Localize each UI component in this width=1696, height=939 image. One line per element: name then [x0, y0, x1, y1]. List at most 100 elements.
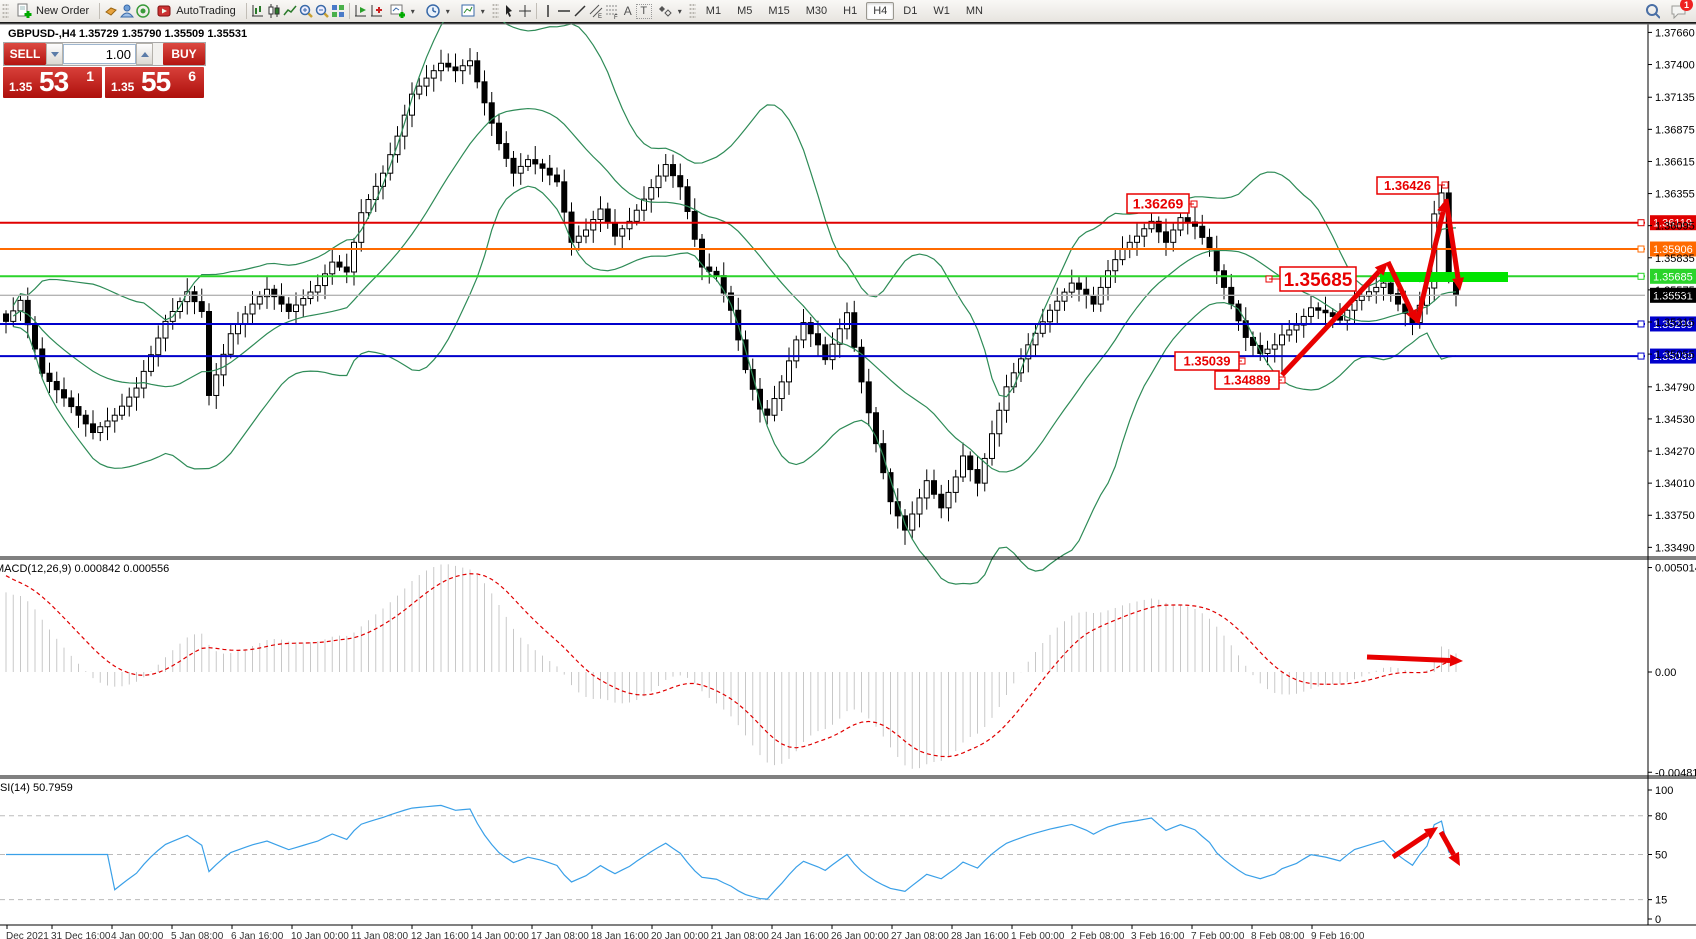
cursor-icon[interactable]	[501, 3, 517, 19]
toolbar-grip[interactable]	[688, 3, 696, 19]
svg-text:26 Jan 00:00: 26 Jan 00:00	[831, 931, 889, 939]
candlestick-mode-icon[interactable]	[266, 3, 282, 19]
price-axis: 1.37660 1.37400 1.37135 1.36875 1.36615 1.363…	[1647, 24, 1695, 925]
shapes-icon	[657, 3, 673, 19]
chart-canvas[interactable]: 1.361191.359061.356851.355311.352991.350…	[0, 22, 1696, 939]
svg-text:27 Jan 08:00: 27 Jan 08:00	[891, 931, 949, 939]
fibo-glyph: F	[614, 15, 618, 19]
svg-text:3 Feb 16:00: 3 Feb 16:00	[1131, 931, 1185, 939]
timeframe-M15[interactable]: M15	[768, 5, 790, 17]
new-order-button[interactable]: New Order	[11, 1, 96, 21]
svg-text:1.35575: 1.35575	[1655, 285, 1695, 297]
svg-text:10 Jan 00:00: 10 Jan 00:00	[291, 931, 349, 939]
svg-text:24 Jan 16:00: 24 Jan 16:00	[771, 931, 829, 939]
svg-text:1.37135: 1.37135	[1655, 92, 1695, 104]
sell-button[interactable]: SELL	[4, 43, 46, 65]
highlight-bar[interactable]	[1380, 272, 1508, 282]
template-icon	[460, 3, 476, 19]
svg-text:1.35685: 1.35685	[1284, 270, 1353, 291]
svg-text:5 Jan 08:00: 5 Jan 08:00	[171, 931, 224, 939]
zoom-out-icon[interactable]	[314, 3, 330, 19]
text-tool-icon[interactable]: A	[623, 4, 632, 18]
svg-text:15: 15	[1655, 895, 1667, 907]
svg-text:1.36426: 1.36426	[1384, 178, 1431, 193]
separator	[245, 3, 247, 19]
svg-text:Dec 2021: Dec 2021	[6, 931, 49, 939]
buy-button[interactable]: BUY	[163, 43, 205, 65]
autotrading-button[interactable]: AutoTrading	[151, 1, 243, 21]
sell-price-main: 53	[39, 66, 69, 97]
svg-text:14 Jan 00:00: 14 Jan 00:00	[471, 931, 529, 939]
bar-chart-mode-icon[interactable]	[250, 3, 266, 19]
separator	[348, 3, 350, 19]
analyst-icon[interactable]	[119, 3, 135, 19]
template-dropdown[interactable]: ▾	[455, 1, 490, 21]
tile-windows-icon[interactable]	[330, 3, 346, 19]
signal-icon[interactable]	[135, 3, 151, 19]
svg-text:1.35315: 1.35315	[1655, 317, 1695, 329]
market-icon[interactable]	[103, 3, 119, 19]
svg-text:1.35906: 1.35906	[1653, 244, 1693, 256]
svg-text:80: 80	[1655, 811, 1667, 823]
svg-text:2 Feb 08:00: 2 Feb 08:00	[1071, 931, 1125, 939]
drawn-arrows[interactable]	[1280, 198, 1464, 866]
candlesticks	[3, 48, 1459, 545]
svg-text:1.33750: 1.33750	[1655, 510, 1695, 522]
timeframe-D1[interactable]: D1	[903, 5, 918, 17]
svg-text:12 Jan 16:00: 12 Jan 16:00	[411, 931, 469, 939]
timeframe-H4[interactable]: H4	[866, 2, 895, 20]
shapes-dropdown[interactable]: ▾	[652, 1, 687, 21]
autotrading-icon	[156, 3, 172, 19]
volume-decrease-button[interactable]	[46, 43, 63, 65]
buy-price-main: 55	[141, 66, 171, 97]
price-levels[interactable]: 1.36119 1.35906 1.35685 1.35531 1.35299 1.350…	[0, 215, 1696, 364]
new-chart-dropdown[interactable]: ▾	[385, 1, 420, 21]
vertical-line-tool-icon[interactable]	[540, 3, 556, 19]
buy-price-display[interactable]: 1.35 55 6	[105, 66, 204, 98]
crosshair-icon[interactable]	[517, 3, 533, 19]
autotrading-label: AutoTrading	[176, 5, 236, 17]
toolbar-grip[interactable]	[491, 3, 499, 19]
sell-price-pip: 1	[86, 68, 94, 84]
channel-tool-icon[interactable]: E	[588, 3, 604, 19]
svg-text:1.35039: 1.35039	[1653, 351, 1693, 363]
time-axis: Dec 2021 31 Dec 16:00 4 Jan 00:00 5 Jan 08:…	[6, 925, 1365, 939]
text-label-tool-icon[interactable]: T	[635, 3, 652, 19]
svg-text:1.35531: 1.35531	[1653, 290, 1693, 302]
timeframe-MN[interactable]: MN	[965, 5, 983, 17]
horizontal-line-tool-icon[interactable]	[556, 3, 572, 19]
volume-increase-button[interactable]	[136, 43, 153, 65]
indicator-list-icon[interactable]	[353, 3, 369, 19]
notifications-icon[interactable]: 1	[1670, 0, 1693, 19]
timeframe-M1[interactable]: M1	[705, 5, 722, 17]
svg-text:6 Jan 16:00: 6 Jan 16:00	[231, 931, 284, 939]
timeframe-W1[interactable]: W1	[933, 5, 950, 17]
volume-input[interactable]	[63, 44, 136, 64]
trendline-tool-icon[interactable]	[572, 3, 588, 19]
chevron-down-icon: ▾	[677, 6, 682, 16]
search-icon[interactable]	[1644, 3, 1660, 19]
buy-price-prefix: 1.35	[111, 80, 135, 94]
notification-badge: 1	[1680, 0, 1693, 11]
sell-price-display[interactable]: 1.35 53 1	[3, 66, 102, 98]
separator	[535, 3, 537, 19]
svg-text:1.36615: 1.36615	[1655, 156, 1695, 168]
svg-text:1.34790: 1.34790	[1655, 382, 1695, 394]
svg-text:1.36355: 1.36355	[1655, 189, 1695, 201]
timeframe-M30[interactable]: M30	[805, 5, 828, 17]
zoom-in-icon[interactable]	[298, 3, 314, 19]
line-chart-mode-icon[interactable]	[282, 3, 298, 19]
timeframe-M5[interactable]: M5	[737, 5, 753, 17]
svg-text:1.34010: 1.34010	[1655, 478, 1695, 490]
toolbar-grip[interactable]	[2, 3, 9, 19]
svg-text:0.005014: 0.005014	[1655, 563, 1696, 575]
profiles-dropdown[interactable]: ▾	[420, 1, 455, 21]
svg-text:-0.004812: -0.004812	[1655, 767, 1696, 779]
annotation-labels[interactable]: 1.36269 1.36426 1.35685 1.35039 1.34889	[1126, 176, 1449, 390]
data-window-icon[interactable]	[369, 3, 385, 19]
timeframe-H1[interactable]: H1	[843, 5, 858, 17]
window-border	[0, 22, 1696, 24]
channel-glyph: E	[598, 14, 602, 19]
fibonacci-tool-icon[interactable]: F	[604, 3, 620, 19]
